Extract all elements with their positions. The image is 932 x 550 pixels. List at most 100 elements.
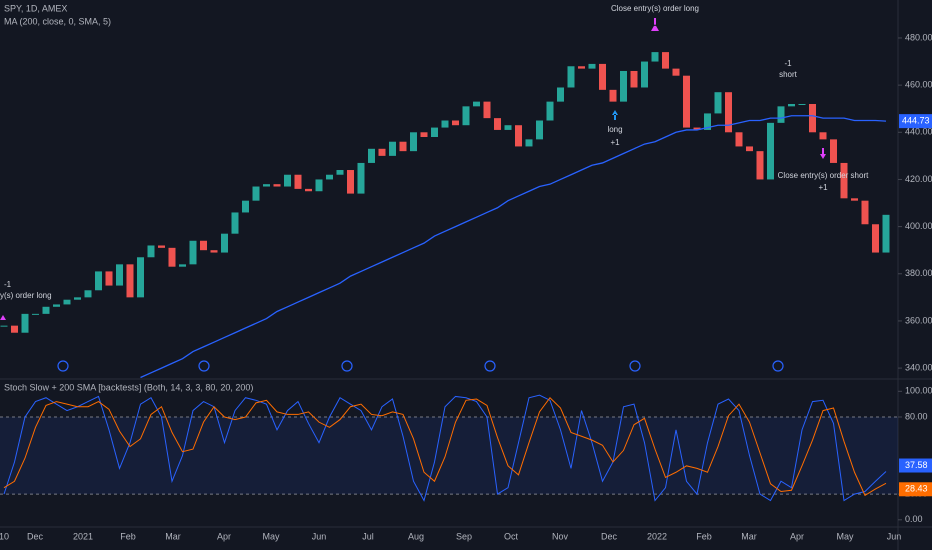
candle [231, 212, 239, 234]
candle [714, 92, 722, 114]
candle [95, 271, 102, 291]
y-tick-label: 400.00 [905, 221, 932, 231]
x-tick-label: Mar [741, 531, 757, 541]
candle [452, 120, 459, 126]
candle [336, 170, 344, 175]
candle [210, 250, 218, 253]
ma-legend[interactable]: MA (200, close, 0, SMA, 5) [4, 16, 111, 26]
stoch-legend[interactable]: Stoch Slow + 200 SMA [backtests] (Both, … [4, 382, 253, 392]
x-tick-label: 2022 [647, 531, 667, 541]
candle [399, 141, 407, 152]
candle [221, 233, 228, 253]
y-tick-label: 80.00 [905, 411, 928, 421]
candle [494, 118, 501, 130]
y-tick-label: 0.00 [905, 514, 923, 524]
candle [746, 146, 753, 152]
x-tick-label: 10 [0, 531, 9, 541]
candle [567, 66, 575, 88]
candle [882, 214, 890, 253]
last-value: 37.58 [905, 460, 928, 470]
x-tick-label: Dec [27, 531, 44, 541]
candle [368, 148, 375, 163]
candle [872, 224, 879, 253]
candle [756, 151, 764, 180]
annotation: Close entry(s) order long [611, 4, 699, 13]
annotation: -1 [4, 280, 12, 289]
ma-last-value: 444.73 [902, 116, 930, 126]
candle [819, 132, 827, 140]
candle [326, 174, 333, 180]
annotation: y(s) order long [0, 291, 52, 300]
candle [357, 162, 365, 194]
x-tick-label: Apr [790, 531, 804, 541]
candle [11, 325, 18, 333]
y-tick-label: 340.00 [905, 362, 932, 372]
y-tick-label: 380.00 [905, 268, 932, 278]
event-markers [57, 360, 784, 372]
candle [809, 103, 816, 133]
candle [242, 200, 249, 213]
candle [315, 179, 323, 192]
candle [588, 63, 596, 69]
candle [536, 120, 543, 140]
x-tick-label: 2021 [73, 531, 93, 541]
candle [599, 63, 606, 90]
x-tick-label: Feb [696, 531, 712, 541]
stoch-line [3, 394, 887, 502]
candle [851, 198, 858, 201]
candle [263, 184, 270, 187]
price-label-bg [899, 114, 932, 129]
candle [116, 264, 123, 286]
candle [410, 132, 417, 152]
candle [84, 290, 92, 298]
x-tick-label: Jun [887, 531, 902, 541]
x-tick-label: Feb [120, 531, 136, 541]
y-tick-label: 460.00 [905, 80, 932, 90]
candle [798, 103, 806, 105]
candle [515, 125, 522, 147]
candle [32, 313, 39, 315]
candle [305, 188, 312, 192]
candle [483, 101, 491, 119]
x-tick-label: Mar [165, 531, 181, 541]
x-tick-label: Dec [601, 531, 618, 541]
candle [126, 264, 134, 298]
candle [504, 125, 512, 130]
candle [609, 89, 617, 102]
value-label-bg [899, 458, 932, 473]
x-tick-label: May [262, 531, 280, 541]
candle [788, 103, 795, 107]
candle [53, 304, 60, 307]
exit-arrow [0, 315, 6, 320]
candle [683, 75, 690, 128]
exit-arrow [820, 148, 826, 159]
candle [725, 92, 732, 133]
x-tick-label: Nov [552, 531, 569, 541]
annotation: -1 [784, 59, 792, 68]
annotation: long [607, 125, 622, 134]
candle [462, 106, 470, 126]
candle [200, 240, 207, 251]
ma-line [140, 115, 887, 379]
candle [441, 120, 449, 128]
candle [347, 170, 354, 194]
candle [420, 132, 428, 138]
candle [389, 141, 396, 156]
symbol-legend[interactable]: SPY, 1D, AMEX [4, 3, 67, 13]
candle [641, 61, 648, 88]
y-tick-label: 440.00 [905, 127, 932, 137]
x-tick-label: Jun [312, 531, 327, 541]
candle [662, 52, 669, 69]
x-tick-label: Jul [362, 531, 374, 541]
candle [525, 139, 533, 147]
candle [179, 264, 186, 267]
candle [651, 52, 659, 62]
candle [546, 101, 554, 121]
annotation: +1 [610, 138, 620, 147]
y-tick-label: 480.00 [905, 32, 932, 42]
candle [147, 245, 155, 258]
candle [630, 70, 638, 88]
candle [830, 139, 837, 163]
